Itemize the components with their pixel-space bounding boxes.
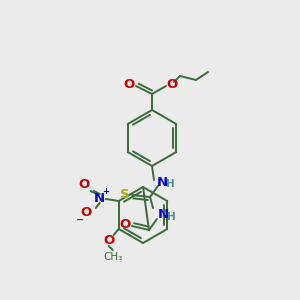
Text: O: O <box>123 77 135 91</box>
Text: −: − <box>76 215 84 225</box>
Text: O: O <box>119 218 130 230</box>
Text: CH₃: CH₃ <box>103 252 122 262</box>
Text: N: N <box>158 208 169 221</box>
Text: N: N <box>156 176 168 188</box>
Text: H: H <box>166 179 174 189</box>
Text: O: O <box>80 206 92 220</box>
Text: N: N <box>94 191 105 205</box>
Text: O: O <box>103 235 114 248</box>
Text: O: O <box>78 178 89 190</box>
Text: S: S <box>120 188 130 200</box>
Text: +: + <box>102 187 109 196</box>
Text: H: H <box>167 212 176 222</box>
Text: O: O <box>167 77 178 91</box>
